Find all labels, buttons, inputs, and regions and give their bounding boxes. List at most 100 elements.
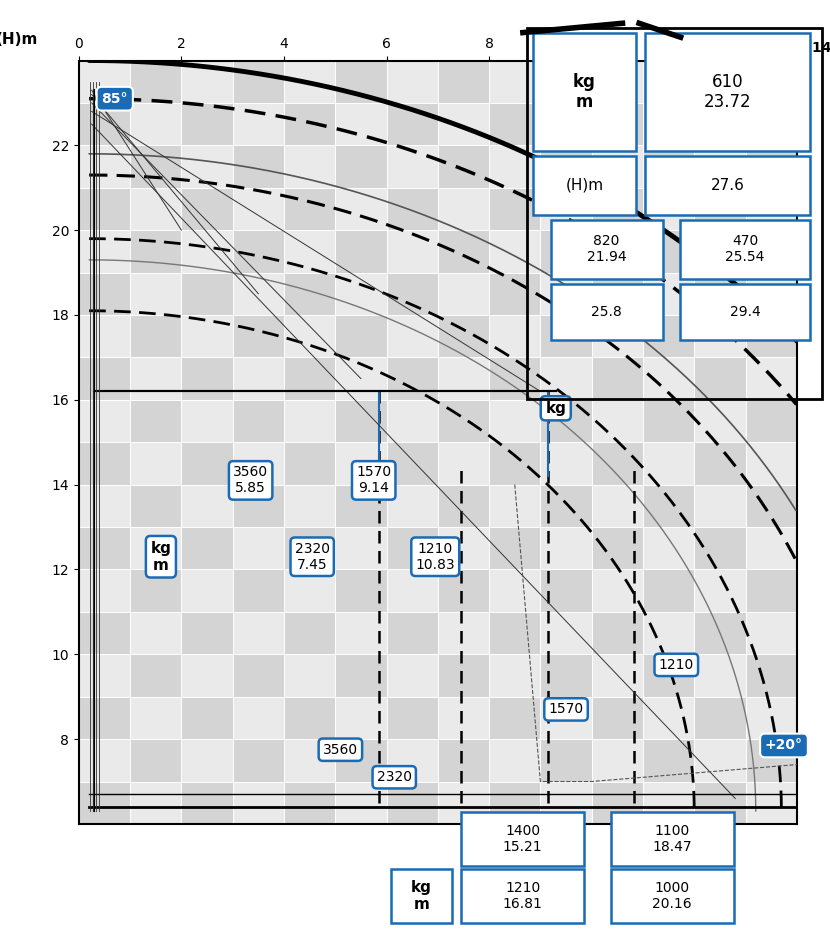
Bar: [489, 442, 540, 485]
Bar: [745, 18, 797, 61]
Bar: [79, 188, 130, 230]
Bar: [489, 61, 540, 103]
Bar: [540, 399, 592, 442]
Bar: [745, 358, 797, 399]
Bar: [797, 527, 830, 570]
Bar: [694, 612, 745, 654]
Bar: [284, 485, 335, 527]
Bar: [438, 358, 489, 399]
Bar: [489, 230, 540, 273]
Bar: [79, 739, 130, 781]
Bar: [643, 527, 694, 570]
Bar: [79, 145, 130, 188]
Bar: [694, 61, 745, 103]
Bar: [387, 273, 438, 315]
Bar: [232, 315, 284, 358]
Bar: [592, 103, 643, 145]
Bar: [540, 315, 592, 358]
Bar: [79, 654, 130, 696]
Bar: [387, 570, 438, 612]
Bar: [745, 0, 797, 18]
Bar: [335, 358, 387, 399]
Bar: [643, 696, 694, 739]
Bar: [232, 527, 284, 570]
Bar: [592, 739, 643, 781]
Bar: [232, 188, 284, 230]
Bar: [182, 315, 232, 358]
Bar: [335, 145, 387, 188]
Text: 610
23.72: 610 23.72: [704, 73, 751, 112]
Bar: [694, 781, 745, 824]
Bar: [232, 485, 284, 527]
Bar: [335, 612, 387, 654]
Bar: [335, 527, 387, 570]
Bar: [694, 18, 745, 61]
Bar: [592, 273, 643, 315]
Bar: [79, 570, 130, 612]
Text: 470
25.54: 470 25.54: [725, 235, 764, 264]
Bar: [130, 570, 182, 612]
Bar: [643, 188, 694, 230]
Bar: [284, 399, 335, 442]
Bar: [232, 612, 284, 654]
Bar: [232, 358, 284, 399]
Bar: [694, 654, 745, 696]
Bar: [284, 527, 335, 570]
Bar: [79, 358, 130, 399]
FancyBboxPatch shape: [611, 812, 734, 866]
Bar: [284, 442, 335, 485]
Bar: [335, 485, 387, 527]
Text: 2320: 2320: [377, 770, 412, 784]
Bar: [130, 358, 182, 399]
Text: 3560
5.85: 3560 5.85: [233, 466, 268, 495]
Text: 1570: 1570: [549, 702, 583, 717]
Bar: [643, 315, 694, 358]
Bar: [489, 18, 540, 61]
Bar: [489, 358, 540, 399]
Bar: [489, 273, 540, 315]
Text: 25.8: 25.8: [591, 305, 622, 319]
Bar: [489, 0, 540, 18]
Text: 1210
10.83: 1210 10.83: [416, 542, 455, 572]
Bar: [592, 696, 643, 739]
Text: +20°: +20°: [765, 738, 803, 752]
Bar: [643, 612, 694, 654]
Bar: [387, 358, 438, 399]
Bar: [694, 696, 745, 739]
Bar: [694, 485, 745, 527]
Bar: [694, 739, 745, 781]
Bar: [182, 485, 232, 527]
Bar: [284, 315, 335, 358]
Bar: [643, 739, 694, 781]
Bar: [643, 442, 694, 485]
Text: 27.6: 27.6: [710, 178, 745, 193]
Bar: [130, 781, 182, 824]
Bar: [232, 739, 284, 781]
Bar: [643, 0, 694, 18]
Bar: [182, 696, 232, 739]
Bar: [335, 103, 387, 145]
Bar: [79, 230, 130, 273]
Bar: [745, 442, 797, 485]
Bar: [387, 61, 438, 103]
Bar: [592, 61, 643, 103]
Bar: [540, 442, 592, 485]
Bar: [232, 18, 284, 61]
Bar: [130, 273, 182, 315]
Bar: [387, 145, 438, 188]
Bar: [745, 145, 797, 188]
Bar: [130, 399, 182, 442]
Bar: [387, 0, 438, 18]
Bar: [797, 188, 830, 230]
Bar: [182, 442, 232, 485]
Bar: [592, 612, 643, 654]
Text: 14 m: 14 m: [813, 41, 830, 55]
Bar: [745, 612, 797, 654]
Bar: [130, 739, 182, 781]
Bar: [79, 527, 130, 570]
Bar: [745, 696, 797, 739]
Bar: [284, 103, 335, 145]
Bar: [745, 527, 797, 570]
FancyBboxPatch shape: [461, 870, 584, 923]
Bar: [335, 570, 387, 612]
